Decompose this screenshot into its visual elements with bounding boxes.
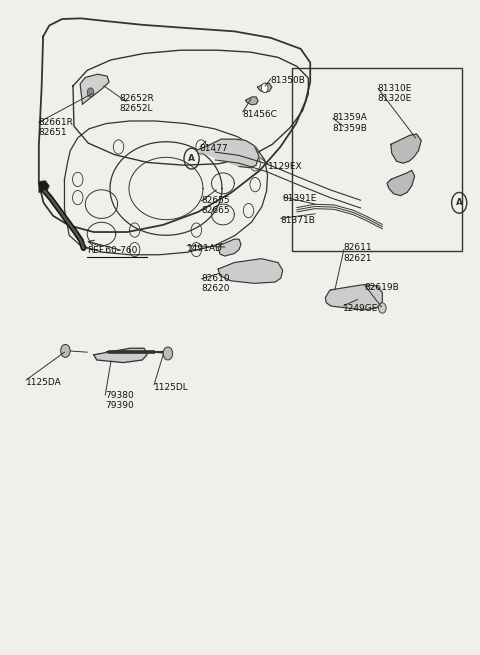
Text: 82655
82665: 82655 82665 — [201, 196, 230, 215]
Polygon shape — [391, 134, 421, 163]
Text: A: A — [188, 154, 195, 163]
Polygon shape — [218, 239, 241, 256]
Circle shape — [87, 88, 94, 97]
Text: REF.60-760: REF.60-760 — [87, 246, 138, 255]
Text: 79380
79390: 79380 79390 — [105, 390, 133, 410]
Polygon shape — [196, 139, 259, 168]
Polygon shape — [218, 259, 283, 284]
Text: 81359A
81359B: 81359A 81359B — [333, 113, 367, 132]
Polygon shape — [39, 181, 49, 193]
Text: 81391E: 81391E — [283, 195, 317, 204]
Text: 1491AD: 1491AD — [187, 244, 223, 253]
Polygon shape — [325, 285, 383, 310]
Text: 1249GE: 1249GE — [343, 303, 379, 312]
Text: 81310E
81320E: 81310E 81320E — [378, 84, 412, 103]
Polygon shape — [387, 170, 415, 196]
Text: 82619B: 82619B — [364, 283, 399, 291]
Text: 81371B: 81371B — [280, 216, 315, 225]
Polygon shape — [246, 97, 258, 105]
Polygon shape — [80, 74, 109, 104]
Text: 81477: 81477 — [200, 144, 228, 153]
Text: 81350B: 81350B — [271, 76, 306, 85]
Circle shape — [163, 347, 173, 360]
Circle shape — [60, 345, 70, 358]
Circle shape — [261, 83, 268, 92]
Text: 82610
82620: 82610 82620 — [201, 274, 230, 293]
Circle shape — [379, 303, 386, 313]
Text: 1125DA: 1125DA — [25, 378, 61, 387]
Bar — [292, 67, 462, 251]
Text: 1125DL: 1125DL — [154, 383, 189, 392]
Polygon shape — [94, 348, 147, 363]
Text: 82661R
82651: 82661R 82651 — [38, 118, 73, 137]
Polygon shape — [258, 83, 272, 92]
Text: 1129EX: 1129EX — [267, 162, 302, 171]
Text: 82611
82621: 82611 82621 — [343, 243, 372, 263]
Text: 82652R
82652L: 82652R 82652L — [119, 94, 154, 113]
Text: A: A — [456, 198, 463, 207]
Text: 81456C: 81456C — [242, 110, 277, 119]
